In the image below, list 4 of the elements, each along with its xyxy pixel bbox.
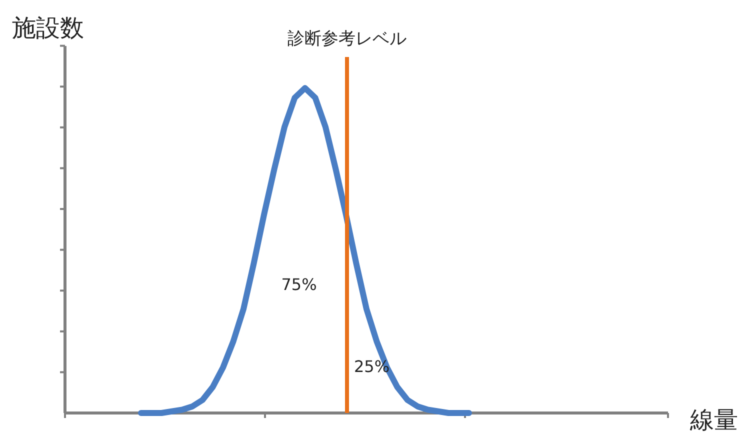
- annotation: 75%: [281, 275, 317, 294]
- ylabel: 施設数: [12, 14, 84, 42]
- annotation: 診断参考レベル: [288, 29, 406, 49]
- annotation: 線量: [690, 406, 738, 433]
